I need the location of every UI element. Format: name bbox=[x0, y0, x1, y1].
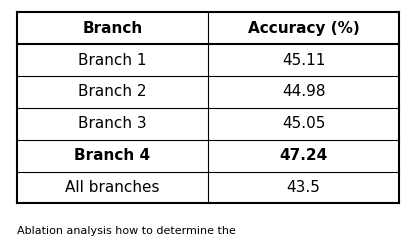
Text: Branch 4: Branch 4 bbox=[74, 148, 150, 163]
Text: 44.98: 44.98 bbox=[282, 85, 325, 99]
Text: All branches: All branches bbox=[65, 180, 160, 195]
Text: Branch 3: Branch 3 bbox=[78, 116, 146, 131]
Text: 45.05: 45.05 bbox=[282, 116, 325, 131]
Text: 47.24: 47.24 bbox=[280, 148, 328, 163]
Text: Branch: Branch bbox=[82, 21, 142, 36]
Text: Accuracy (%): Accuracy (%) bbox=[248, 21, 359, 36]
Text: Branch 1: Branch 1 bbox=[78, 53, 146, 68]
Text: 43.5: 43.5 bbox=[287, 180, 321, 195]
Text: 45.11: 45.11 bbox=[282, 53, 325, 68]
Text: Branch 2: Branch 2 bbox=[78, 85, 146, 99]
Text: Ablation analysis how to determine the: Ablation analysis how to determine the bbox=[17, 226, 235, 236]
